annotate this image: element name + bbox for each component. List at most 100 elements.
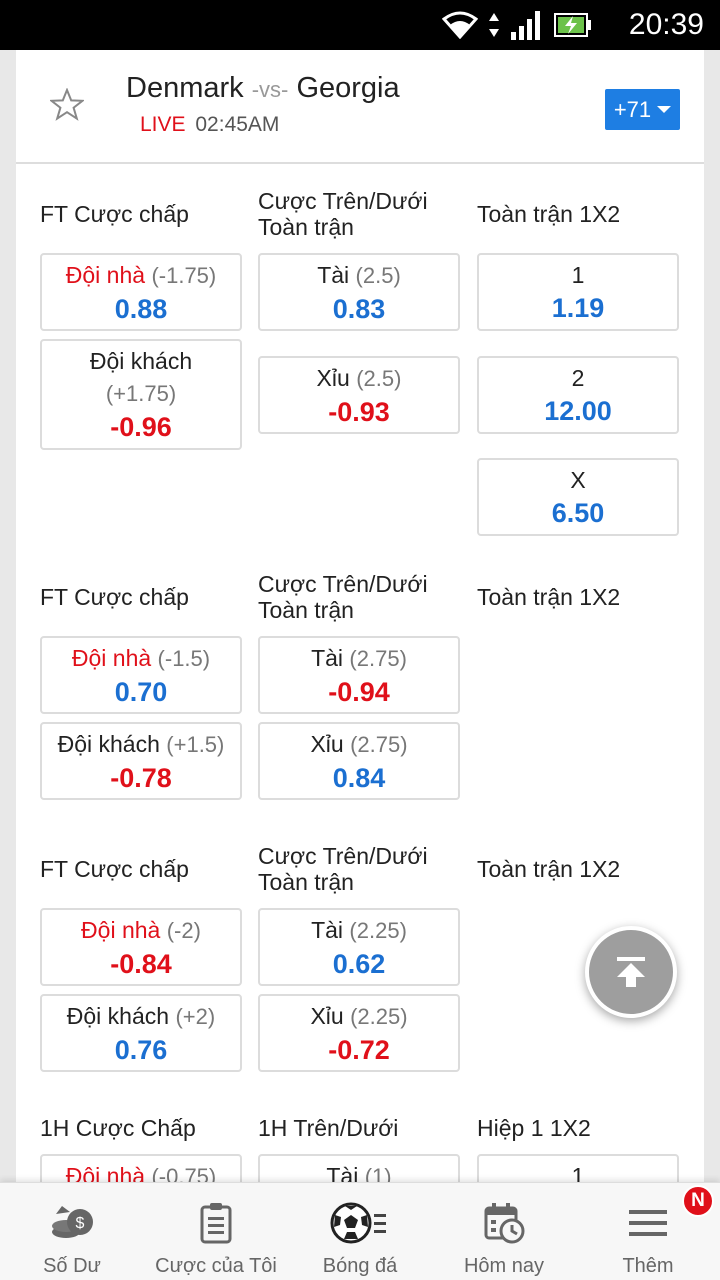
- odds-button-1x2-draw[interactable]: X 6.50: [477, 458, 679, 536]
- nav-item-football[interactable]: Bóng đá: [288, 1183, 432, 1280]
- clock: 20:39: [628, 8, 704, 41]
- odds-label: Tài: [317, 261, 350, 288]
- menu-icon: [629, 1210, 667, 1236]
- nav-item-more[interactable]: Thêm N: [576, 1183, 720, 1280]
- total-line: (2.75): [349, 645, 407, 671]
- odds-button-under[interactable]: Xỉu (2.25) -0.72: [258, 994, 460, 1072]
- status-bar: 20:39: [0, 0, 720, 50]
- total-line: (2.25): [350, 1003, 408, 1029]
- more-markets-count: +71: [613, 96, 652, 122]
- nav-label: Bóng đá: [322, 1255, 398, 1277]
- odds-value: 0.88: [114, 293, 168, 324]
- odds-button-away-handicap[interactable]: Đội khách (+1.75) -0.96: [40, 339, 242, 450]
- odds-button-home-handicap[interactable]: Đội nhà (-2) -0.84: [40, 908, 242, 986]
- 1x2-header: Hiệp 1 1X2: [477, 1115, 591, 1141]
- bet-slip-icon: [200, 1203, 232, 1244]
- odds-label: Đội nhà: [65, 261, 146, 288]
- odds-button-over[interactable]: Tài (2.75) -0.94: [258, 636, 460, 714]
- home-team: Denmark: [126, 72, 244, 104]
- odds-button-home-handicap[interactable]: Đội nhà (-1.5) 0.70: [40, 636, 242, 714]
- odds-button-away-handicap[interactable]: Đội khách (+2) 0.76: [40, 994, 242, 1072]
- vs-separator: -vs-: [251, 77, 289, 102]
- odds-label: Tài: [326, 1163, 359, 1182]
- over-under-header: Cược Trên/Dưới Toàn trận: [258, 571, 428, 623]
- odds-value: 1.19: [551, 293, 605, 323]
- new-badge: N: [682, 1185, 714, 1217]
- odds-value: 6.50: [551, 498, 605, 528]
- over-under-header: Cược Trên/Dưới Toàn trận: [258, 188, 428, 240]
- odds-value: -0.93: [328, 396, 390, 427]
- total-line: (2.75): [350, 731, 408, 757]
- handicap-line: (-1.75): [151, 262, 217, 288]
- nav-item-today[interactable]: Hôm nay: [432, 1183, 576, 1280]
- total-line: (1): [364, 1164, 392, 1182]
- total-line: (2.25): [349, 917, 407, 943]
- odds-label: Đội nhà: [81, 916, 161, 943]
- 1x2-header: Toàn trận 1X2: [477, 856, 621, 882]
- handicap-line: (+2): [175, 1003, 216, 1029]
- odds-label: 2: [571, 365, 585, 391]
- over-under-header: 1H Trên/Dưới: [258, 1115, 399, 1141]
- chevron-down-icon: [657, 106, 672, 113]
- bottom-nav: $ Số Dư Cược của Tôi: [0, 1182, 720, 1280]
- odds-value: 0.83: [332, 293, 386, 324]
- favorite-star-icon[interactable]: [50, 88, 84, 122]
- nav-item-my-bets[interactable]: Cược của Tôi: [144, 1183, 288, 1280]
- odds-button-under[interactable]: Xỉu (2.75) 0.84: [258, 722, 460, 800]
- live-status: LIVE 02:45AM: [140, 113, 279, 137]
- odds-label: Tài: [311, 916, 344, 943]
- odds-value: -0.84: [110, 948, 172, 979]
- handicap-header: FT Cược chấp: [40, 201, 189, 227]
- odds-button-1x2-away[interactable]: 2 12.00: [477, 356, 679, 434]
- odds-label: Xỉu: [310, 1002, 344, 1029]
- odds-button-1x2-home[interactable]: 1: [477, 1154, 679, 1182]
- odds-value: 0.76: [114, 1034, 168, 1065]
- handicap-header: FT Cược chấp: [40, 584, 189, 610]
- odds-label: Đội khách: [89, 348, 193, 374]
- odds-value: 0.70: [114, 676, 168, 707]
- odds-button-home-handicap[interactable]: Đội nhà (-0.75): [40, 1154, 242, 1182]
- data-arrows-icon: [489, 13, 499, 37]
- odds-label: Tài: [311, 644, 344, 671]
- odds-button-1x2-home[interactable]: 1 1.19: [477, 253, 679, 331]
- match-odds-card: Denmark -vs- Georgia LIVE 02:45AM +71 FT…: [16, 50, 704, 1182]
- nav-label: Cược của Tôi: [155, 1255, 277, 1277]
- odds-label: Xỉu: [310, 730, 344, 757]
- handicap-header: 1H Cược Chấp: [40, 1115, 196, 1141]
- scroll-to-top-button[interactable]: [585, 926, 677, 1018]
- handicap-line: (-1.5): [157, 645, 211, 671]
- odds-value: 0.84: [332, 762, 386, 793]
- wifi-icon: [442, 11, 478, 39]
- odds-label: 1: [571, 262, 585, 288]
- odds-label: X: [570, 467, 586, 493]
- nav-item-balance[interactable]: $ Số Dư: [0, 1183, 144, 1280]
- coins-icon: $: [52, 1206, 93, 1238]
- odds-value: -0.96: [110, 412, 172, 442]
- nav-label: Số Dư: [43, 1255, 101, 1277]
- over-under-header: Cược Trên/Dưới Toàn trận: [258, 843, 428, 895]
- match-time: 02:45AM: [195, 113, 280, 136]
- 1x2-header: Toàn trận 1X2: [477, 201, 621, 227]
- odds-button-home-handicap[interactable]: Đội nhà (-1.75) 0.88: [40, 253, 242, 331]
- away-team: Georgia: [296, 72, 400, 104]
- odds-label: Xỉu: [316, 364, 350, 391]
- 1x2-header: Toàn trận 1X2: [477, 584, 621, 610]
- handicap-header: FT Cược chấp: [40, 856, 189, 882]
- more-markets-button[interactable]: +71: [605, 89, 680, 130]
- battery-charging-icon: [554, 13, 591, 37]
- odds-value: -0.94: [328, 676, 390, 707]
- total-line: (2.5): [355, 262, 401, 288]
- odds-button-over[interactable]: Tài (2.5) 0.83: [258, 253, 460, 331]
- nav-label: Hôm nay: [463, 1255, 545, 1277]
- live-label: LIVE: [140, 113, 186, 136]
- odds-button-away-handicap[interactable]: Đội khách (+1.5) -0.78: [40, 722, 242, 800]
- odds-label: 1: [571, 1163, 585, 1182]
- handicap-line: (-2): [166, 917, 201, 943]
- status-icons: [442, 10, 592, 40]
- signal-icon: [511, 11, 540, 40]
- odds-button-over[interactable]: Tài (2.25) 0.62: [258, 908, 460, 986]
- odds-button-under[interactable]: Xỉu (2.5) -0.93: [258, 356, 460, 434]
- odds-button-over[interactable]: Tài (1): [258, 1154, 460, 1182]
- soccer-ball-icon: [330, 1202, 386, 1244]
- total-line: (2.5): [356, 365, 402, 391]
